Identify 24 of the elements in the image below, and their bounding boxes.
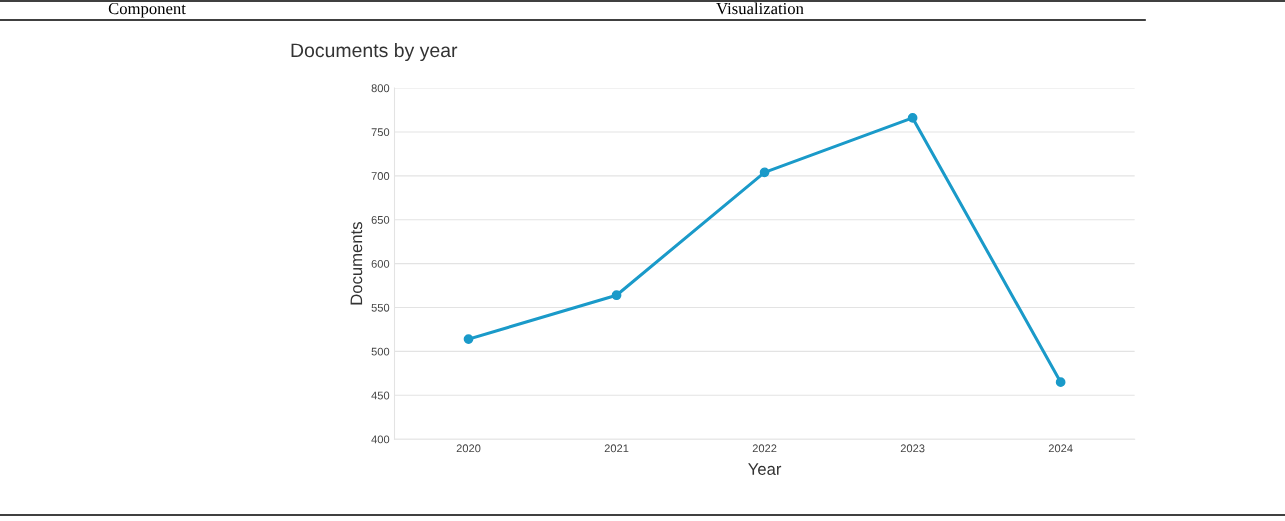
point [463, 334, 474, 344]
point [1055, 377, 1066, 388]
y-tick-label: 700 [371, 172, 390, 180]
x-axis-title: Year [748, 463, 782, 475]
y-tick-label: 500 [371, 347, 390, 356]
y-tick-label: 650 [371, 216, 390, 224]
y-tick-label: 400 [371, 435, 390, 444]
text: Visualization [716, 2, 804, 15]
x-tick-label: 2021 [604, 444, 629, 453]
y-tick-label: 750 [371, 128, 390, 137]
y-axis-title: Documents [350, 222, 363, 305]
point [759, 167, 770, 178]
y-tick-label: 800 [371, 84, 390, 93]
text: Component [108, 2, 186, 18]
x-tick-label: 2020 [456, 444, 481, 453]
y-tick-label: 550 [371, 303, 390, 312]
y-tick-label: 450 [371, 391, 390, 400]
y-tick-label: 600 [371, 259, 390, 268]
x-tick-label: 2023 [900, 444, 925, 453]
x-tick-label: 2024 [1048, 444, 1073, 453]
point [907, 113, 918, 123]
x-tick-label: 2022 [752, 444, 777, 453]
chart-title: Documents by year [291, 42, 458, 62]
point [611, 290, 622, 301]
